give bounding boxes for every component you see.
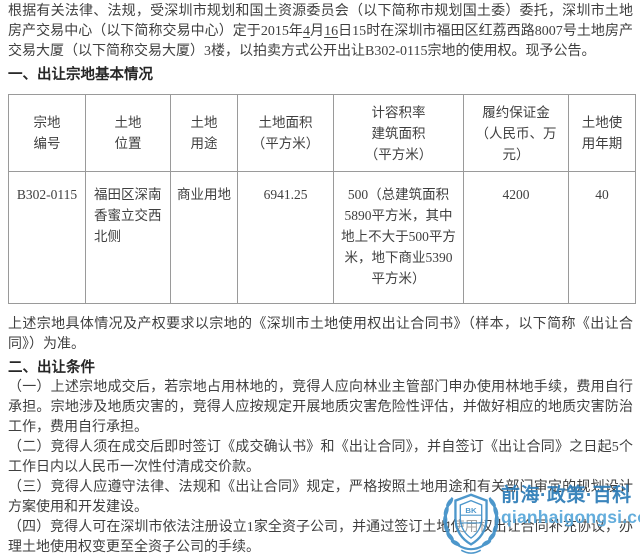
table-row: B302-0115 福田区深南香蜜立交西北侧 商业用地 6941.25 500（… [8, 171, 636, 304]
section1-title: 一、出让宗地基本情况 [8, 67, 153, 83]
condition-item-1: （一）上述宗地成交后，若宗地占用林地的，竞得人应向林业主管部门申办使用林地手续，… [8, 380, 633, 435]
intro-text-2: 日15时在深圳市福田区红荔西路8007号土地房产交易大厦（以下简称交易大厦）3楼… [8, 24, 634, 59]
cell-area: 6941.25 [237, 171, 334, 304]
cell-tenure: 40 [568, 171, 636, 304]
cell-deposit: 4200 [463, 171, 569, 304]
auction-month-underlined: 4 [302, 24, 310, 39]
intro-text-mid: 月 [309, 24, 325, 39]
col-header-parcel-id: 宗地 编号 [8, 94, 86, 172]
col-header-location: 土地 位置 [85, 94, 171, 172]
cell-location: 福田区深南香蜜立交西北侧 [85, 171, 171, 304]
cell-land-use: 商业用地 [170, 171, 238, 304]
col-header-floor-area: 计容积率 建筑面积 （平方米） [333, 94, 464, 172]
section2-title: 二、出让条件 [8, 360, 95, 376]
intro-paragraph: 根据有关法律、法规，受深圳市规划和国土资源委员会（以下简称市规划国土委）委托，深… [8, 2, 633, 62]
auction-day-underlined: 16 [324, 24, 339, 39]
col-header-area: 土地面积 （平方米） [237, 94, 334, 172]
condition-item-4: （四）竞得人可在深圳市依法注册设立1家全资子公司，并通过签订土地使用权出让合同补… [8, 520, 633, 555]
cell-parcel-id: B302-0115 [8, 171, 86, 304]
condition-item-3: （三）竞得人应遵守法律、法规和《出让合同》规定，严格按照土地用途和有关部门审定的… [8, 480, 633, 515]
col-header-land-use: 土地 用途 [170, 94, 238, 172]
table-header-row: 宗地 编号 土地 位置 土地 用途 土地面积 （平方米） 计容积率 建筑面积 （… [8, 94, 636, 172]
parcel-info-table: 宗地 编号 土地 位置 土地 用途 土地面积 （平方米） 计容积率 建筑面积 （… [8, 94, 636, 304]
intro-text-1: 根据有关法律、法规，受深圳市规划和国土资源委员会（以下简称市规划国土委）委托，深… [8, 4, 633, 39]
condition-item-2: （二）竞得人须在成交后即时签订《成交确认书》和《出让合同》，并自签订《出让合同》… [8, 440, 633, 475]
col-header-tenure: 土地使 用年期 [568, 94, 636, 172]
col-header-deposit: 履约保证金 （人民币、万 元） [463, 94, 569, 172]
cell-floor-area: 500（总建筑面积5890平方米，其中地上不大于500平方米，地下商业5390平… [333, 171, 464, 304]
contract-note: 上述宗地具体情况及产权要求以宗地的《深圳市土地使用权出让合同书》（样本，以下简称… [8, 317, 633, 352]
